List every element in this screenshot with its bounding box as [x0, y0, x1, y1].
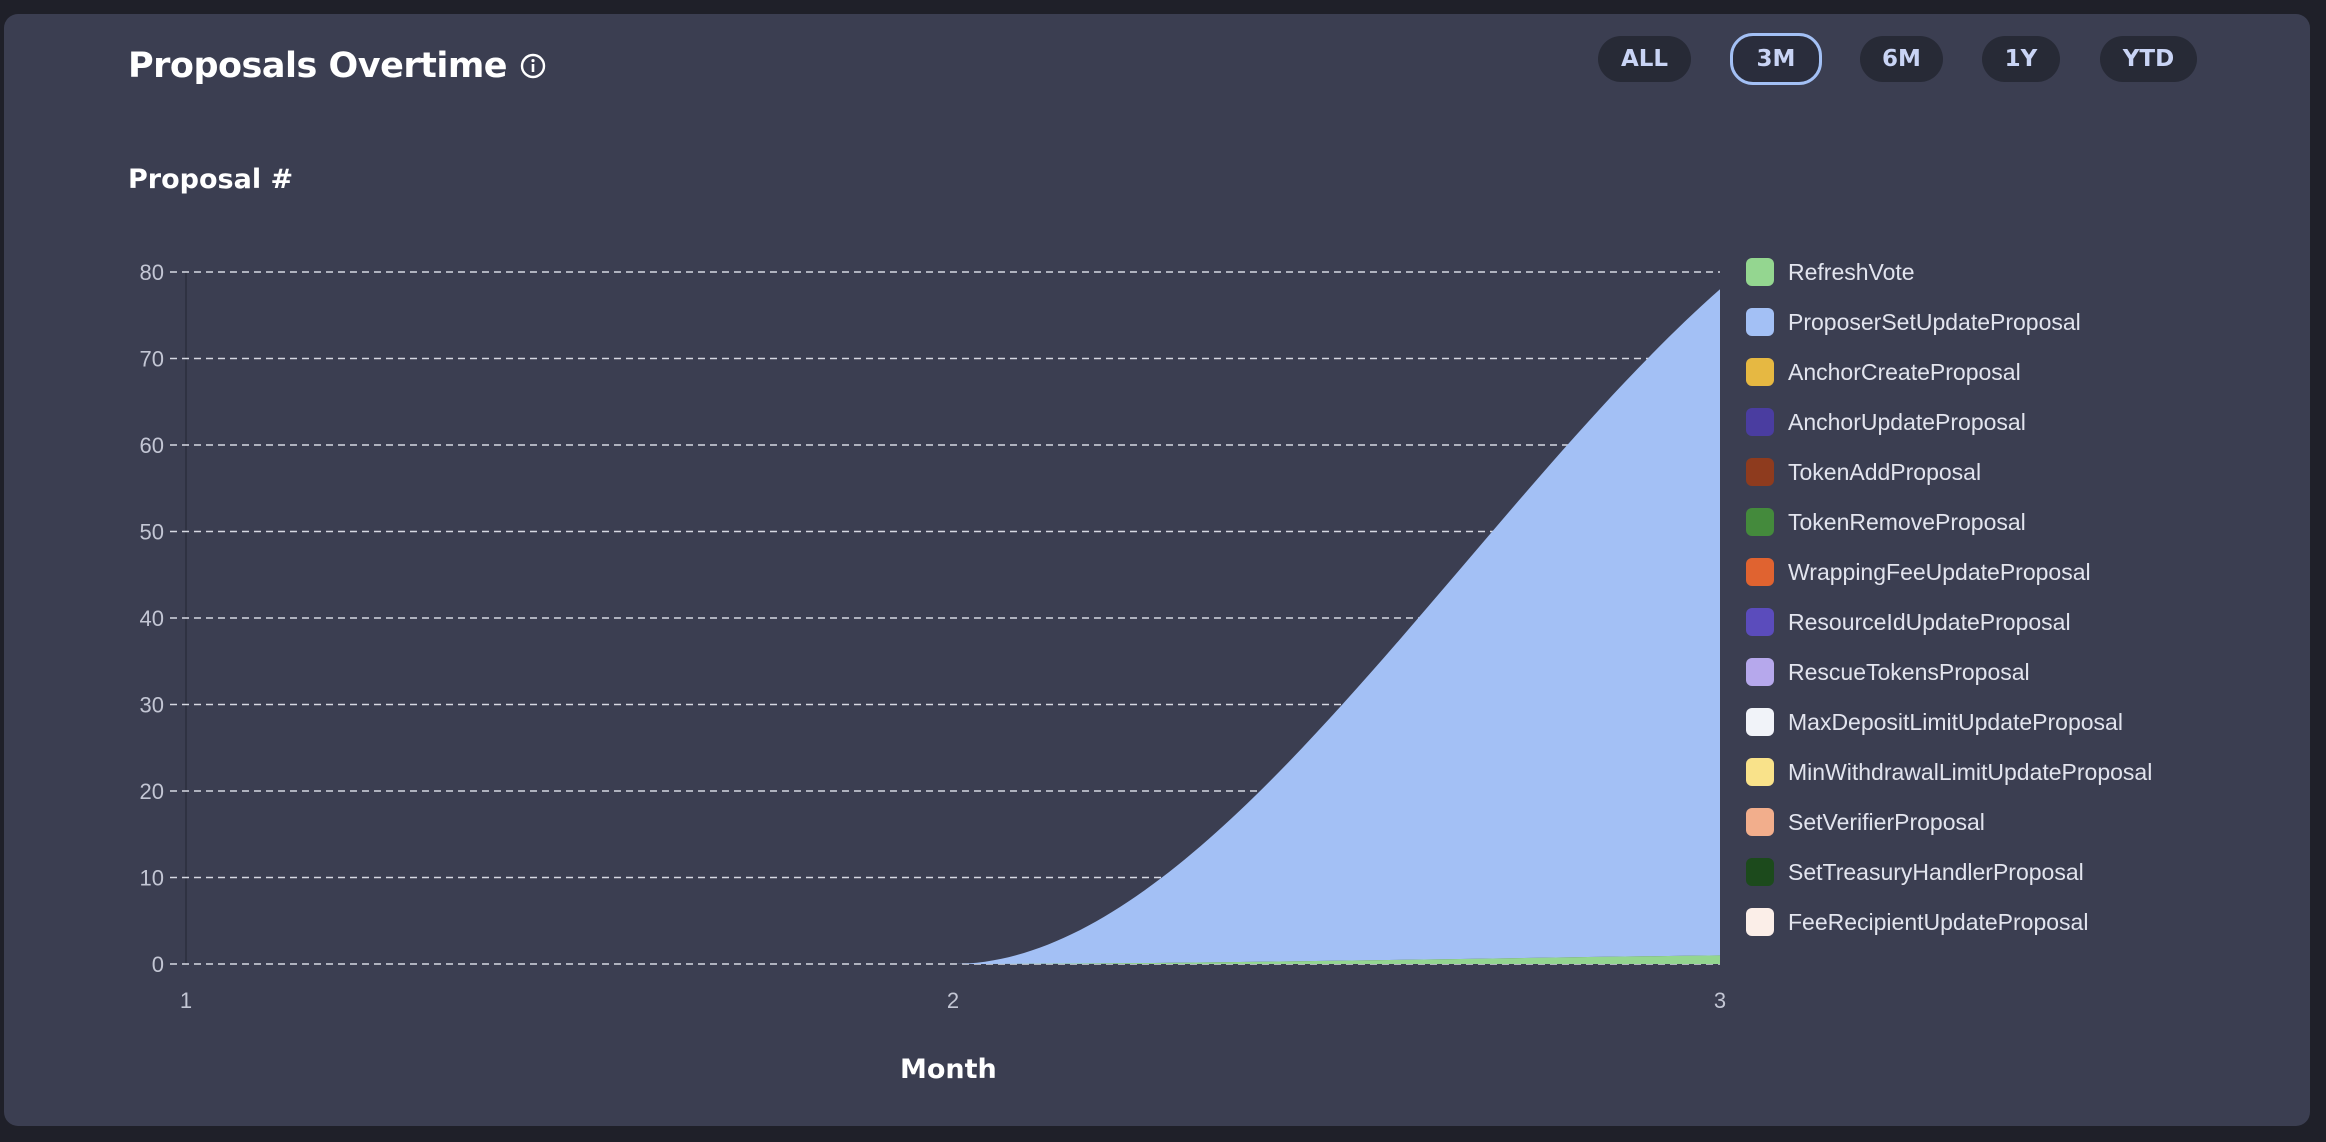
x-tick-label: 1 [180, 988, 192, 1013]
legend-label: AnchorCreateProposal [1788, 358, 2021, 385]
legend-item[interactable]: TokenAddProposal [1746, 452, 1981, 492]
legend-item[interactable]: WrappingFeeUpdateProposal [1746, 552, 2091, 592]
legend-label: SetVerifierProposal [1788, 808, 1985, 835]
legend-label: MinWithdrawalLimitUpdateProposal [1788, 758, 2153, 785]
legend-swatch [1746, 508, 1774, 536]
legend-item[interactable]: TokenRemoveProposal [1746, 502, 2026, 542]
range-ytd-button[interactable]: YTD [2100, 36, 2197, 82]
legend-swatch [1746, 558, 1774, 586]
legend-label: AnchorUpdateProposal [1788, 408, 2026, 435]
y-tick-label: 40 [140, 606, 164, 631]
legend-swatch [1746, 758, 1774, 786]
legend-label: TokenRemoveProposal [1788, 508, 2026, 535]
legend-swatch [1746, 358, 1774, 386]
range-1y-button[interactable]: 1Y [1982, 36, 2060, 82]
x-tick-label: 3 [1714, 988, 1726, 1013]
legend-item[interactable]: MinWithdrawalLimitUpdateProposal [1746, 752, 2152, 792]
y-tick-label: 80 [140, 260, 164, 285]
legend-swatch [1746, 258, 1774, 286]
legend-item[interactable]: RefreshVote [1746, 252, 1915, 292]
legend-label: SetTreasuryHandlerProposal [1788, 858, 2084, 885]
y-tick-label: 30 [140, 693, 164, 718]
time-range-selector: ALL 3M 6M 1Y YTD [0, 33, 2326, 96]
legend-swatch [1746, 908, 1774, 936]
legend-label: ResourceIdUpdateProposal [1788, 608, 2071, 635]
legend-item[interactable]: MaxDepositLimitUpdateProposal [1746, 702, 2123, 742]
legend-item[interactable]: AnchorCreateProposal [1746, 352, 2021, 392]
legend-swatch [1746, 708, 1774, 736]
legend-item[interactable]: ProposerSetUpdateProposal [1746, 302, 2081, 342]
legend-swatch [1746, 608, 1774, 636]
range-6m-button[interactable]: 6M [1860, 36, 1943, 82]
y-tick-label: 50 [140, 520, 164, 545]
legend-item[interactable]: FeeRecipientUpdateProposal [1746, 902, 2088, 942]
page-title: Proposals Overtime [128, 46, 508, 86]
chart-header: Proposals Overtime [128, 46, 547, 86]
legend-swatch [1746, 858, 1774, 886]
y-tick-label: 60 [140, 433, 164, 458]
y-tick-label: 10 [140, 866, 164, 891]
legend-label: MaxDepositLimitUpdateProposal [1788, 708, 2123, 735]
legend-label: FeeRecipientUpdateProposal [1788, 908, 2089, 935]
legend-item[interactable]: ResourceIdUpdateProposal [1746, 602, 2071, 642]
legend-item[interactable]: AnchorUpdateProposal [1746, 402, 2026, 442]
x-tick-label: 2 [947, 988, 959, 1013]
legend-label: RefreshVote [1788, 258, 1915, 285]
legend-swatch [1746, 458, 1774, 486]
legend-item[interactable]: SetVerifierProposal [1746, 802, 1985, 842]
x-axis-label: Month [900, 1054, 997, 1085]
legend-swatch [1746, 408, 1774, 436]
y-tick-label: 0 [152, 952, 164, 977]
area-refresh-vote [186, 955, 1720, 964]
legend-label: WrappingFeeUpdateProposal [1788, 558, 2091, 585]
legend-item[interactable]: RescueTokensProposal [1746, 652, 2030, 692]
y-axis-label: Proposal # [128, 164, 294, 195]
legend-label: TokenAddProposal [1788, 458, 1982, 485]
legend-label: ProposerSetUpdateProposal [1788, 308, 2081, 335]
y-tick-label: 70 [140, 347, 164, 372]
info-circle-icon[interactable] [519, 52, 547, 80]
area-proposer-set-update-proposal [186, 289, 1720, 964]
legend-item[interactable]: SetTreasuryHandlerProposal [1746, 852, 2084, 892]
legend-label: RescueTokensProposal [1788, 658, 2030, 685]
y-tick-label: 20 [140, 779, 164, 804]
range-3m-button[interactable]: 3M [1730, 33, 1822, 85]
legend-swatch [1746, 308, 1774, 336]
range-all-button[interactable]: ALL [1598, 36, 1691, 82]
legend-swatch [1746, 658, 1774, 686]
legend-swatch [1746, 808, 1774, 836]
